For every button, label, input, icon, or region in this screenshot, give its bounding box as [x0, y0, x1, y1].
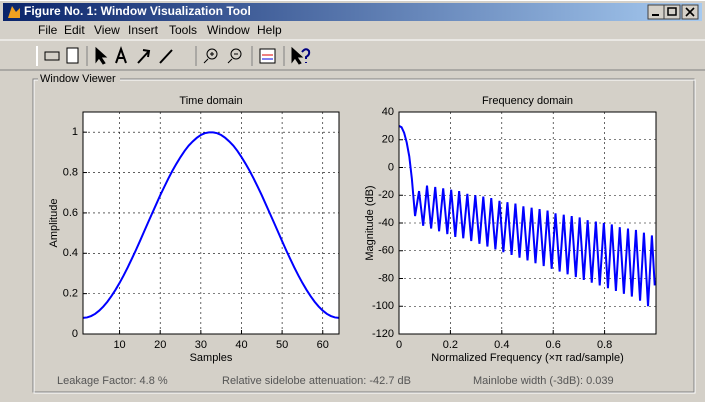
menu-item[interactable]: Edit — [64, 23, 85, 37]
x-axis-label: Samples — [190, 352, 233, 364]
x-tick-label: 10 — [113, 339, 125, 351]
menu-item[interactable]: File — [38, 23, 58, 37]
status-text: Mainlobe width (-3dB): 0.039 — [473, 375, 614, 387]
y-tick-label: -100 — [372, 300, 394, 312]
chart-title: Frequency domain — [482, 95, 573, 107]
x-tick-label: 40 — [235, 339, 247, 351]
y-tick-label: -120 — [372, 328, 394, 340]
close-glyph — [685, 7, 695, 17]
y-tick-label: 0.2 — [63, 288, 78, 300]
x-axis-label: Normalized Frequency (×π rad/sample) — [431, 352, 624, 364]
chart-title: Time domain — [179, 95, 242, 107]
y-axis-label: Amplitude — [48, 199, 60, 248]
x-tick-label: 60 — [317, 339, 329, 351]
x-tick-label: 0.2 — [443, 339, 458, 351]
plot-area — [83, 112, 339, 334]
x-tick-label: 0.4 — [494, 339, 509, 351]
zoom-in-glyph — [203, 52, 214, 64]
panel-frame — [32, 78, 695, 393]
data-line — [82, 131, 340, 319]
select-icon[interactable] — [95, 46, 108, 65]
status-text: Leakage Factor: 4.8 % — [57, 375, 168, 387]
data-line — [398, 124, 656, 307]
x-tick-label: 0.6 — [546, 339, 561, 351]
zoom-out-icon[interactable] — [230, 48, 242, 60]
y-tick-label: 40 — [382, 106, 394, 118]
y-tick-label: -20 — [378, 189, 394, 201]
arrow-icon[interactable] — [137, 49, 151, 64]
y-tick-label: 0.4 — [63, 247, 78, 259]
toolbar-grip — [36, 46, 38, 66]
plot-area — [399, 112, 656, 334]
legend-icon[interactable] — [259, 48, 276, 64]
panel-title: Window Viewer — [40, 73, 116, 85]
y-tick-label: 20 — [382, 134, 394, 146]
x-tick-label: 30 — [195, 339, 207, 351]
y-tick-label: 0 — [72, 328, 78, 340]
y-tick-label: 0.8 — [63, 166, 78, 178]
panel-label-bg — [38, 72, 120, 86]
y-tick-label: 0.6 — [63, 207, 78, 219]
menu-item[interactable]: Window — [207, 23, 250, 37]
maximize-button[interactable] — [663, 4, 681, 20]
menu-item[interactable]: Insert — [128, 23, 159, 37]
maximize-glyph — [667, 7, 677, 16]
plot-frame — [398, 111, 657, 335]
window-buttons — [647, 4, 699, 20]
line-icon[interactable] — [159, 49, 173, 64]
x-tick-label: 20 — [154, 339, 166, 351]
zoom-in-icon[interactable] — [206, 48, 218, 60]
title-bar — [3, 3, 702, 21]
y-tick-label: -80 — [378, 272, 394, 284]
x-tick-label: 50 — [276, 339, 288, 351]
plots: 0 0.2 0.4 0.6 0.8 1 10 20 30 40 50 60 Time domain Sam… — [48, 95, 657, 364]
text-icon[interactable] — [115, 46, 127, 64]
zoom-out-glyph — [227, 53, 238, 64]
menu-item[interactable]: Help — [257, 23, 282, 37]
plot: -120 -100 -80 -60 -40 -20 0 20 40 0 0.2 0.4 0.6 0.8 Fr… — [364, 95, 657, 364]
minimize-button[interactable] — [647, 4, 665, 20]
y-tick-label: -40 — [378, 217, 394, 229]
app-icon — [8, 6, 20, 18]
y-tick-label: 1 — [72, 126, 78, 138]
minimize-glyph — [652, 14, 659, 16]
toolbar — [36, 46, 311, 66]
y-tick-label: 0 — [388, 161, 394, 173]
window-edge — [0, 0, 705, 1]
menu-item[interactable]: View — [94, 23, 120, 37]
panel-frame-highlight — [33, 79, 696, 394]
menu-bar: File Edit View Insert Tools Window Help — [38, 23, 282, 37]
print-preview-icon[interactable] — [66, 47, 79, 64]
help-icon[interactable] — [291, 46, 304, 65]
menu-item[interactable]: Tools — [169, 23, 197, 37]
y-tick-label: -60 — [378, 245, 394, 257]
x-tick-label: 0 — [396, 339, 402, 351]
plot-frame — [82, 111, 340, 335]
x-tick-label: 0.8 — [597, 339, 612, 351]
y-axis-label: Magnitude (dB) — [364, 185, 376, 260]
plot: 0 0.2 0.4 0.6 0.8 1 10 20 30 40 50 60 Time domain Sam… — [48, 95, 340, 364]
help-glyph — [301, 48, 311, 63]
print-icon[interactable] — [44, 51, 60, 61]
window-title: Figure No. 1: Window Visualization Tool — [24, 4, 251, 18]
status-text: Relative sidelobe attenuation: -42.7 dB — [222, 375, 411, 387]
